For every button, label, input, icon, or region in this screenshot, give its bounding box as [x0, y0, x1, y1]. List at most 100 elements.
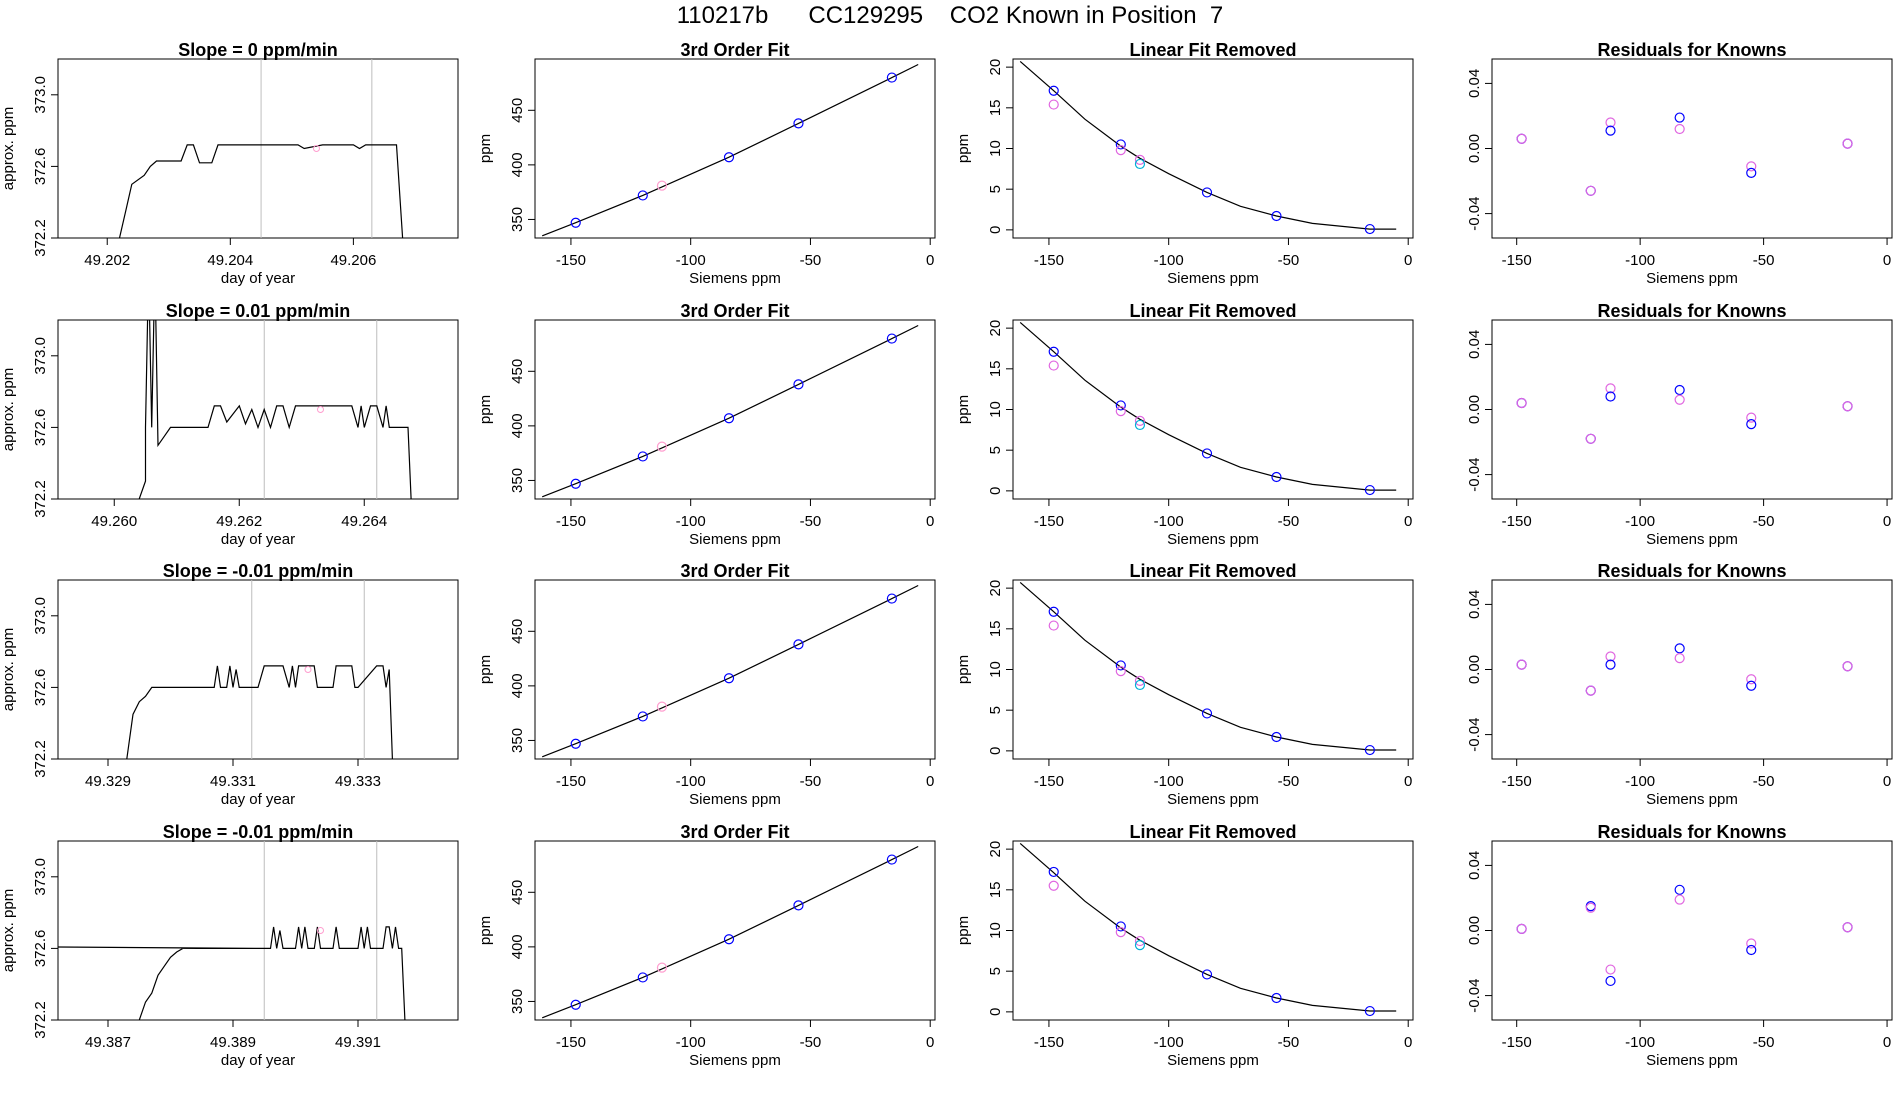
r4-residuals-ytick-label: 0.00 — [1466, 916, 1483, 945]
r4-fit-xtick-label: -100 — [676, 1034, 706, 1051]
r2-fit-frame — [534, 319, 936, 500]
r1-timeseries-marker — [312, 145, 320, 152]
r4-fit-xtick-label: -150 — [556, 1034, 586, 1051]
r4-residuals-point — [1585, 902, 1596, 913]
r3-linear_removed-ytick-label: 10 — [987, 661, 1004, 678]
r3-linear_removed-xtick-label: -100 — [1154, 773, 1184, 790]
r1-fit-xtick-label: -50 — [800, 252, 822, 269]
r3-linear_removed-ytick-label: 5 — [987, 706, 1004, 714]
r4-linear_removed-ytick-label: 10 — [987, 922, 1004, 939]
r3-timeseries-ytick-label: 372.2 — [32, 740, 49, 778]
r3-linear_removed-point — [1048, 620, 1059, 631]
r3-fit-xtick-label: -150 — [556, 773, 586, 790]
r2-timeseries-ytick-label: 372.6 — [32, 409, 49, 447]
r3-residuals-point — [1605, 659, 1616, 670]
r2-timeseries-xlabel: day of year — [221, 531, 295, 548]
r3-linear_removed-frame — [1012, 579, 1414, 760]
r3-fit-ytick-label: 350 — [509, 728, 526, 753]
r3-linear_removed-point — [1364, 744, 1375, 756]
r1-residuals-xtick-label: -150 — [1502, 252, 1532, 269]
r1-linear_removed-point — [1201, 187, 1213, 198]
r1-timeseries-ytick-label: 372.6 — [32, 148, 49, 186]
r4-linear_removed-fit-curve — [1019, 842, 1397, 1012]
r2-linear_removed-point — [1271, 471, 1282, 483]
r1-timeseries-xtick-label: 49.202 — [84, 252, 130, 269]
r2-linear_removed-xtick-label: 0 — [1404, 513, 1412, 530]
r1-residuals-ytick-label: 0.00 — [1466, 134, 1483, 163]
r3-linear_removed-point — [1048, 606, 1059, 617]
r4-timeseries-title: Slope = -0.01 ppm/min — [163, 822, 354, 842]
r4-linear_removed-xlabel: Siemens ppm — [1167, 1052, 1259, 1069]
r3-residuals-point — [1746, 680, 1757, 691]
r4-fit-point — [886, 854, 897, 865]
r4-fit-ytick-label: 400 — [509, 934, 526, 959]
r4-linear_removed-ytick-label: 15 — [987, 881, 1004, 898]
r2-fit-ytick-label: 350 — [509, 468, 526, 493]
r4-residuals-point — [1605, 975, 1616, 987]
r1-fit-ytick-label: 350 — [509, 207, 526, 232]
r2-linear_removed-point — [1134, 415, 1146, 426]
r2-residuals-point — [1746, 419, 1757, 430]
r2-timeseries-ylabel: approx. ppm — [0, 368, 17, 451]
r4-timeseries-xtick-label: 49.389 — [210, 1034, 256, 1051]
r3-fit-ylabel: ppm — [477, 655, 494, 684]
r2-fit-fit-curve — [541, 324, 919, 498]
r4-fit-title: 3rd Order Fit — [680, 822, 789, 842]
r2-timeseries-ytick-label: 372.2 — [32, 480, 49, 518]
r2-linear_removed-fit-curve — [1019, 321, 1397, 491]
r3-fit-point — [656, 701, 668, 712]
r1-fit-title: 3rd Order Fit — [680, 40, 789, 60]
r4-timeseries-ytick-label: 372.2 — [32, 1001, 49, 1039]
r1-residuals-ytick-label: 0.04 — [1466, 69, 1483, 98]
r4-residuals-point — [1674, 894, 1685, 905]
r1-fit-frame — [534, 58, 936, 239]
r2-residuals-ytick-label: 0.04 — [1466, 330, 1483, 359]
r3-timeseries-title: Slope = -0.01 ppm/min — [163, 561, 354, 581]
r4-fit-frame — [534, 840, 936, 1021]
r3-residuals-xtick-label: 0 — [1883, 773, 1891, 790]
r1-timeseries-series-line — [118, 144, 404, 238]
r2-residuals-title: Residuals for Knowns — [1597, 301, 1786, 321]
r3-linear_removed-ytick-label: 20 — [987, 580, 1004, 597]
r3-residuals-ytick-label: -0.04 — [1466, 717, 1483, 751]
r3-timeseries-frame — [57, 579, 459, 760]
r1-timeseries-xtick-label: 49.206 — [330, 252, 376, 269]
r4-fit-ytick-label: 350 — [509, 989, 526, 1014]
r2-timeseries-ytick-label: 373.0 — [32, 337, 49, 375]
r1-linear_removed-ytick-label: 10 — [987, 140, 1004, 157]
r3-residuals-point — [1674, 653, 1685, 664]
r1-residuals-point — [1605, 117, 1616, 128]
r3-residuals-title: Residuals for Knowns — [1597, 561, 1786, 581]
r4-linear_removed-point — [1048, 866, 1059, 878]
r2-residuals-point — [1516, 397, 1527, 409]
r3-residuals-point — [1746, 674, 1757, 685]
r3-timeseries-xtick-label: 49.333 — [335, 773, 381, 790]
r4-linear_removed-point — [1134, 940, 1146, 951]
r1-fit-xtick-label: -100 — [676, 252, 706, 269]
r4-fit-xtick-label: -50 — [800, 1034, 822, 1051]
r1-linear_removed-point — [1115, 139, 1126, 150]
r4-linear_removed-point — [1201, 969, 1213, 980]
r4-fit-ytick-label: 450 — [509, 880, 526, 905]
r4-fit-fit-curve — [541, 845, 919, 1019]
r3-linear_removed-ytick-label: 15 — [987, 620, 1004, 637]
r4-timeseries-xtick-label: 49.387 — [85, 1034, 131, 1051]
r3-timeseries-xtick-label: 49.329 — [85, 773, 131, 790]
r1-timeseries-xlabel: day of year — [221, 270, 295, 287]
r1-residuals-point — [1842, 138, 1853, 149]
r2-linear_removed-ytick-label: 10 — [987, 401, 1004, 418]
r2-fit-ytick-label: 450 — [509, 359, 526, 384]
r2-residuals-xlabel: Siemens ppm — [1646, 531, 1738, 548]
r2-timeseries-title: Slope = 0.01 ppm/min — [166, 301, 351, 321]
r2-linear_removed-point — [1201, 448, 1213, 459]
r1-linear_removed-xtick-label: -150 — [1034, 252, 1064, 269]
r4-fit-point — [570, 999, 581, 1010]
r2-fit-xtick-label: -100 — [676, 513, 706, 530]
r2-linear_removed-point — [1134, 419, 1146, 431]
r4-timeseries-ylabel: approx. ppm — [0, 889, 17, 972]
r2-fit-point — [656, 441, 668, 452]
r2-residuals-point — [1605, 383, 1616, 394]
r1-linear_removed-point — [1048, 85, 1059, 96]
r2-residuals-frame — [1491, 319, 1893, 500]
r2-fit-xtick-label: -150 — [556, 513, 586, 530]
